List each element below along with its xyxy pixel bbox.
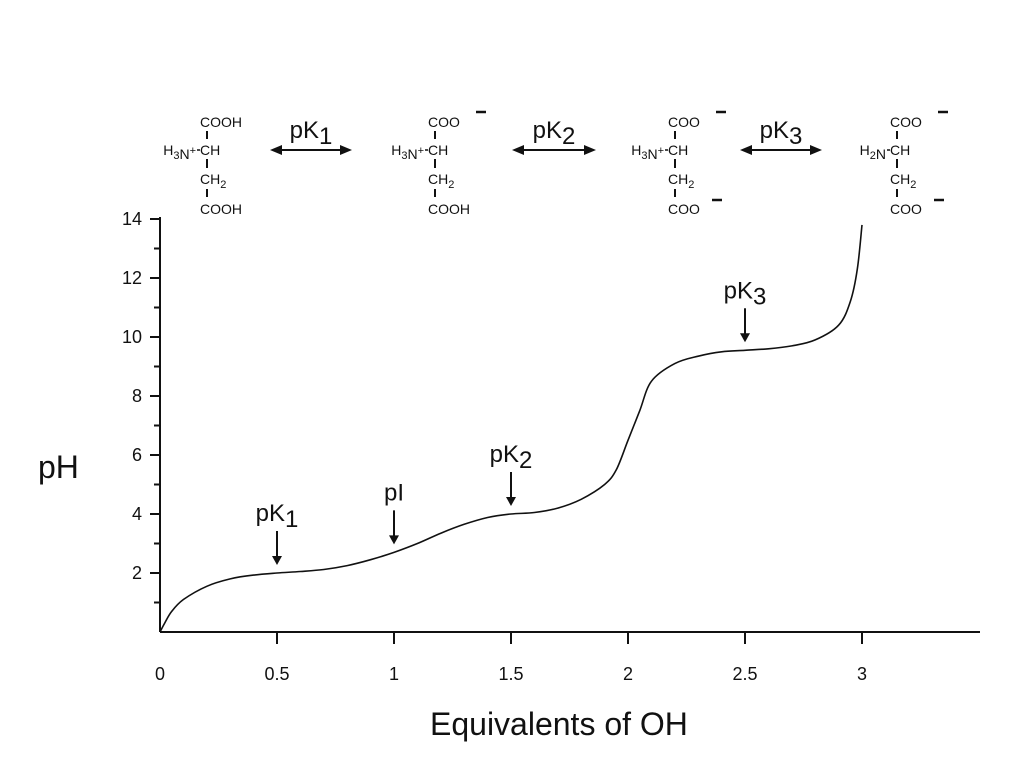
equilibrium-label: pK1 (290, 117, 333, 150)
marker-label: pK3 (724, 277, 767, 310)
x-tick-label: 1.5 (498, 664, 523, 684)
structure-ch: CH (668, 142, 688, 158)
y-tick-label: 6 (132, 445, 142, 465)
equilibrium-1: pK1 (270, 117, 352, 155)
structure-ch2: CH2 (668, 171, 694, 191)
x-tick-label: 2.5 (732, 664, 757, 684)
structure-ch2: CH2 (200, 171, 226, 191)
x-tick-label: 0 (155, 664, 165, 684)
equilibrium-arrow-left-head (512, 145, 524, 155)
marker-arrow-head (740, 333, 750, 343)
marker-label: pI (384, 479, 404, 506)
equilibrium-arrow-right-head (810, 145, 822, 155)
structure-top-group: COO (890, 114, 922, 130)
structure-amine-group: H3N+ (391, 142, 424, 162)
structure-bottom-group: COO (890, 201, 922, 217)
y-tick-label: 4 (132, 504, 142, 524)
structure-top-group: COO (428, 114, 460, 130)
structure-ch: CH (200, 142, 220, 158)
markers-group: pK1 pI pK2 pK3 (256, 277, 767, 565)
equilibrium-arrow-right-head (584, 145, 596, 155)
x-tick-label: 1 (389, 664, 399, 684)
structure-top-group: COOH (200, 114, 242, 130)
equilibrium-arrow-left-head (270, 145, 282, 155)
equilibrium-label: pK2 (533, 117, 576, 150)
structure-top-group: COO (668, 114, 700, 130)
x-tick-label: 0.5 (264, 664, 289, 684)
equilibrium-arrow-left-head (740, 145, 752, 155)
y-tick-label: 2 (132, 563, 142, 583)
structure-amine-group: H3N+ (163, 142, 196, 162)
structure-bottom-group: COO (668, 201, 700, 217)
marker-arrow-head (506, 497, 516, 506)
x-tick-label: 3 (857, 664, 867, 684)
structure-ch2: CH2 (428, 171, 454, 191)
equilibrium-label: pK3 (760, 117, 803, 150)
structure-bottom-group: COOH (200, 201, 242, 217)
structure-ch: CH (428, 142, 448, 158)
marker-label: pK1 (256, 500, 299, 533)
y-tick-label: 10 (122, 327, 142, 347)
structure-amine-group: H3N+ (631, 142, 664, 162)
y-axis-label: pH (38, 449, 79, 485)
structure-amine-group: H2N (860, 142, 886, 162)
equilibrium-2: pK2 (512, 117, 596, 155)
marker-arrow-head (389, 535, 399, 545)
structure-ch: CH (890, 142, 910, 158)
marker-label: pK2 (490, 441, 533, 474)
axes-group (159, 217, 980, 633)
x-axis-label: Equivalents of OH (430, 706, 688, 742)
equilibrium-3: pK3 (740, 117, 822, 155)
ticks-group: 2 4 6 8 10 12 14 0 0.5 1 1.5 2 2.5 3 (122, 209, 867, 684)
structure-bottom-group: COOH (428, 201, 470, 217)
structure-ch2: CH2 (890, 171, 916, 191)
y-tick-label: 12 (122, 268, 142, 288)
series-group (159, 224, 863, 633)
y-tick-label: 14 (122, 209, 142, 229)
titration-curve (159, 224, 863, 633)
x-tick-label: 2 (623, 664, 633, 684)
y-tick-label: 8 (132, 386, 142, 406)
equilibrium-arrow-right-head (340, 145, 352, 155)
marker-arrow-head (272, 556, 282, 565)
